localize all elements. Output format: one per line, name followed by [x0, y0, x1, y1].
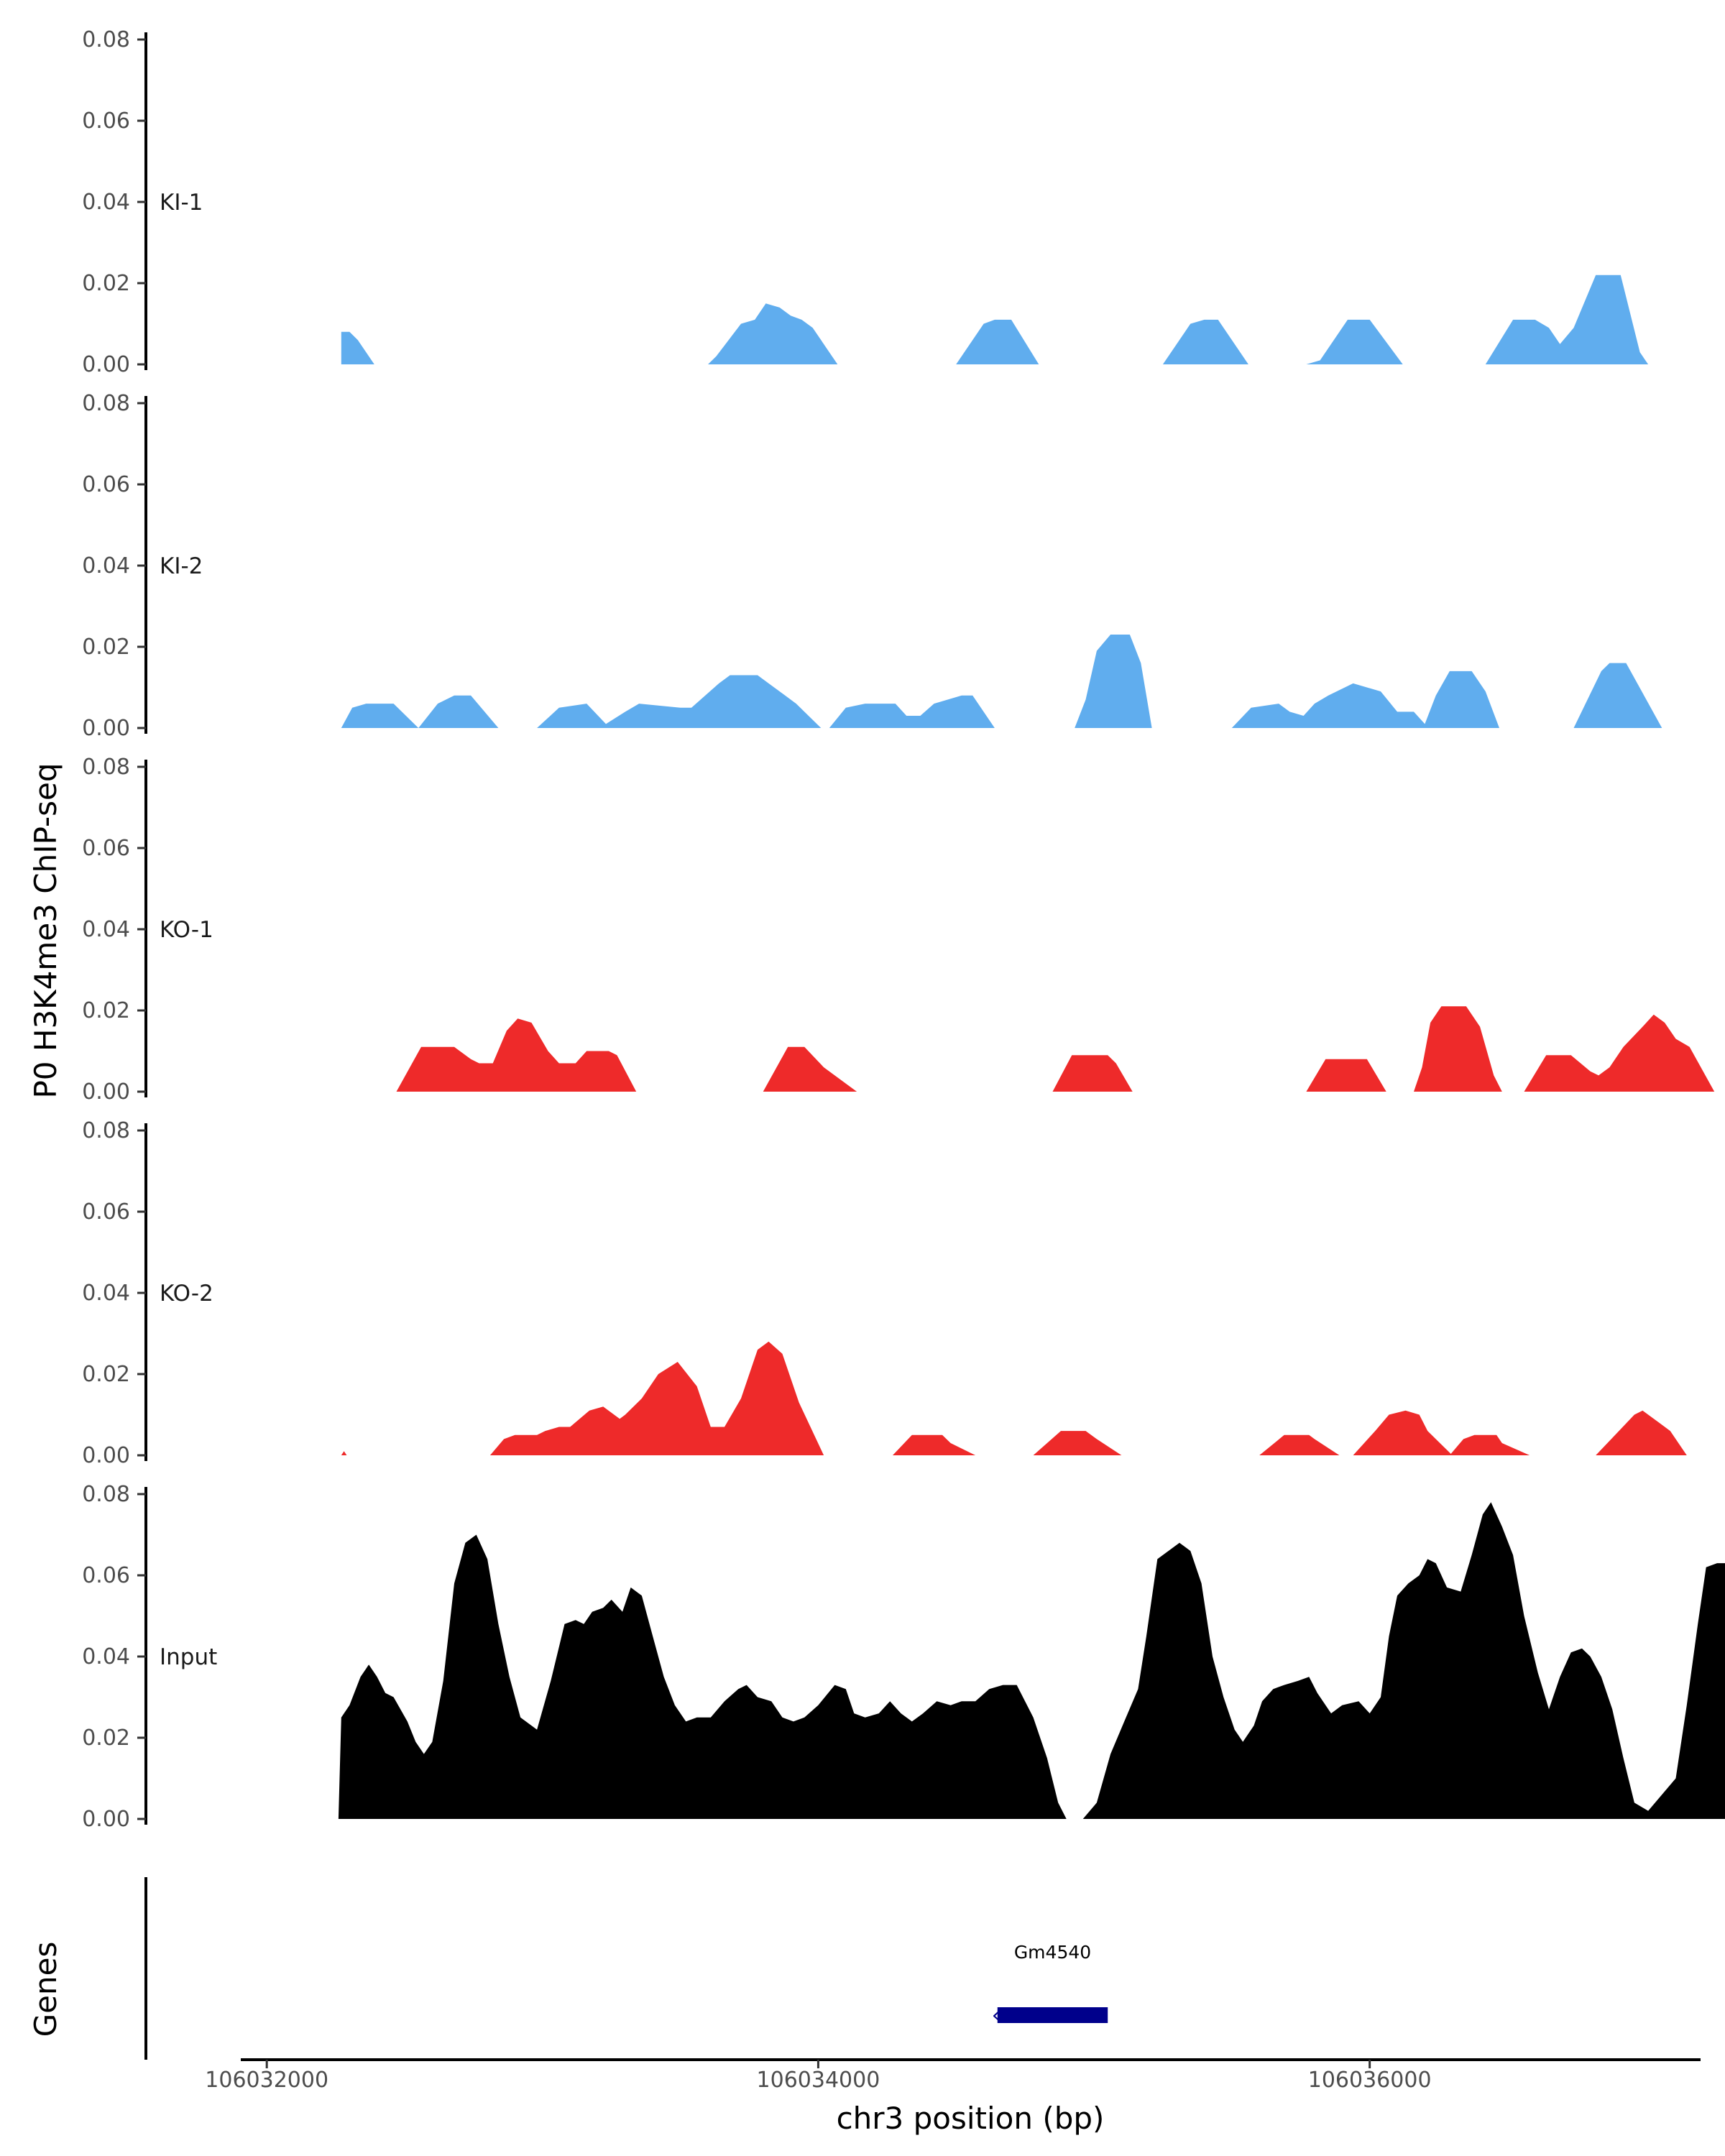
signal-peak-ko-1: [1524, 1014, 1715, 1092]
track-label-ki-1: KI-1: [160, 190, 203, 216]
x-tick-label: 106036000: [1308, 2068, 1432, 2093]
signal-peak-ko-1: [1414, 1006, 1502, 1092]
y-tick-label-ki-2: 0.00: [82, 716, 130, 741]
y-tick-label-input: 0.00: [82, 1807, 130, 1832]
signal-peak-ki-1: [1162, 319, 1248, 364]
track-ki-1: 0.00 0.02 0.04 0.06 0.08 KI-1: [82, 27, 1649, 377]
y-tick-label-ko-2: 0.08: [82, 1118, 130, 1143]
y-tick-label-input: 0.08: [82, 1482, 130, 1507]
signal-peak-ki-1: [956, 319, 1039, 364]
track-label-input: Input: [160, 1644, 217, 1670]
gene-strand-arrow: ‹: [992, 2003, 1000, 2028]
signal-peak-ki-1: [1306, 319, 1403, 364]
signal-peak-input: [338, 1534, 1067, 1819]
signal-peak-ko-2: [1449, 1434, 1530, 1455]
y-tick-label-ko-2: 0.04: [82, 1281, 130, 1306]
y-tick-label-ko-1: 0.02: [82, 998, 130, 1023]
signal-peak-ki-1: [1485, 275, 1649, 364]
signal-peak-ki-2: [829, 695, 995, 728]
signal-peak-ko-2: [1596, 1410, 1687, 1455]
signal-peak-ko-1: [1306, 1059, 1386, 1092]
gene-label-gm4540: Gm4540: [1014, 1942, 1091, 1963]
y-tick-label-ki-1: 0.08: [82, 27, 130, 52]
y-tick-label-ko-2: 0.02: [82, 1362, 130, 1387]
signal-peak-ki-2: [341, 704, 419, 728]
signal-peak-ki-2: [537, 675, 822, 728]
signal-peak-ko-2: [1259, 1434, 1340, 1455]
signal-peak-ki-1: [341, 331, 374, 364]
y-tick-label-ko-1: 0.00: [82, 1079, 130, 1105]
signal-peak-input: [1082, 1502, 1725, 1819]
y-tick-label-ki-2: 0.08: [82, 391, 130, 416]
y-tick-label-input: 0.06: [82, 1563, 130, 1588]
y-tick-label-ki-1: 0.04: [82, 190, 130, 215]
signal-peak-ko-2: [341, 1451, 347, 1455]
y-tick-label-input: 0.02: [82, 1726, 130, 1751]
signal-peak-ko-1: [1052, 1055, 1133, 1092]
track-label-ko-1: KO-1: [160, 917, 213, 943]
y-tick-label-input: 0.04: [82, 1644, 130, 1669]
y-tick-label-ki-2: 0.04: [82, 553, 130, 579]
y-tick-label-ki-1: 0.06: [82, 109, 130, 134]
y-tick-label-ko-1: 0.06: [82, 836, 130, 861]
y-tick-label-ko-1: 0.04: [82, 917, 130, 942]
signal-peak-ko-1: [763, 1046, 857, 1092]
y-tick-label-ko-1: 0.08: [82, 755, 130, 780]
track-label-ko-2: KO-2: [160, 1281, 213, 1307]
genes-panel: Genes Gm4540 ‹: [28, 1877, 1108, 2060]
signal-peak-ko-2: [893, 1434, 976, 1455]
signal-peak-ki-2: [418, 695, 499, 728]
gene-body-gm4540: [997, 2007, 1108, 2023]
track-ki-2: 0.00 0.02 0.04 0.06 0.08 KI-2: [82, 391, 1662, 741]
track-ko-1: 0.00 0.02 0.04 0.06 0.08 KO-1: [82, 755, 1715, 1105]
y-tick-label-ki-1: 0.00: [82, 352, 130, 377]
y-tick-label-ki-2: 0.02: [82, 635, 130, 660]
signal-peak-ko-2: [1353, 1410, 1453, 1455]
track-input: 0.00 0.02 0.04 0.06 0.08 Input: [82, 1482, 1725, 1832]
signal-peak-ko-2: [489, 1341, 824, 1455]
signal-peak-ki-2: [1573, 663, 1662, 728]
x-axis: 106032000 106034000 106036000 chr3 positio…: [205, 2058, 1701, 2136]
x-axis-ticks: 106032000 106034000 106036000: [205, 2060, 1432, 2093]
signal-peak-ki-2: [1075, 635, 1152, 728]
y-tick-label-ko-2: 0.06: [82, 1199, 130, 1225]
genes-panel-title: Genes: [28, 1942, 63, 2037]
tracks-layer: 0.00 0.02 0.04 0.06 0.08 KI-1 0.00 0.02 0.04 0.06…: [82, 27, 1725, 1832]
signal-peak-ko-2: [1033, 1431, 1122, 1455]
y-tick-label-ko-2: 0.00: [82, 1443, 130, 1468]
x-axis-title: chr3 position (bp): [837, 2101, 1105, 2136]
x-tick-label: 106034000: [757, 2068, 880, 2093]
track-label-ki-2: KI-2: [160, 553, 203, 579]
signal-peak-ki-1: [708, 303, 838, 364]
signal-peak-ko-1: [396, 1018, 637, 1092]
signal-peak-ki-2: [1231, 671, 1499, 728]
y-axis-title: P0 H3K4me3 ChIP-seq: [28, 763, 63, 1098]
track-ko-2: 0.00 0.02 0.04 0.06 0.08 KO-2: [82, 1118, 1687, 1468]
y-tick-label-ki-2: 0.06: [82, 472, 130, 497]
y-tick-label-ki-1: 0.02: [82, 271, 130, 296]
x-tick-label: 106032000: [205, 2068, 328, 2093]
